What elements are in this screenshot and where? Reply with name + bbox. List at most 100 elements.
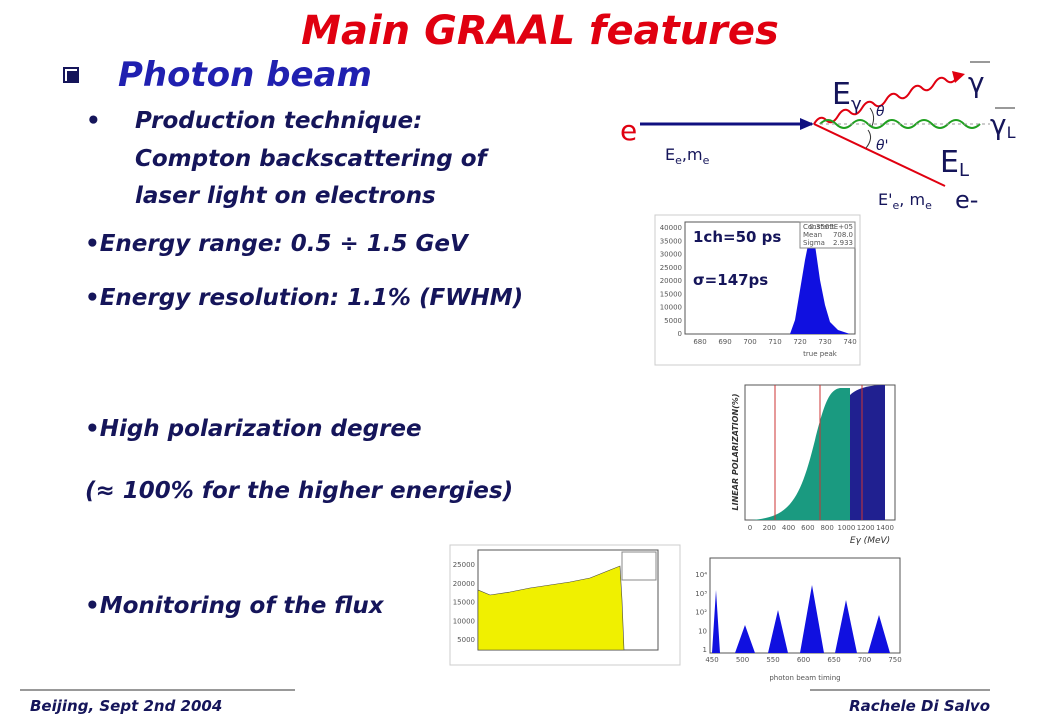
diagram-label: θ' xyxy=(876,138,888,154)
arrow xyxy=(800,118,814,130)
stats-name: Constant xyxy=(803,223,835,231)
label-part: L xyxy=(959,160,969,181)
y-tick-label: 25000 xyxy=(453,561,475,569)
y-tick-label: 15000 xyxy=(453,599,475,607)
label-part: , m xyxy=(899,190,925,209)
diagram-label: θ xyxy=(876,104,885,120)
x-tick-label: 750 xyxy=(888,656,901,664)
stats-box xyxy=(799,221,856,249)
diagram-label: E'e, me xyxy=(878,190,932,212)
x-tick-label: 690 xyxy=(718,338,731,346)
x-tick-label: 720 xyxy=(793,338,806,346)
label-part: E' xyxy=(878,190,893,209)
y-tick-label: 1 xyxy=(703,646,707,654)
timing-peaks xyxy=(712,585,890,653)
polarization-area xyxy=(850,385,885,520)
x-tick-label: 1000 xyxy=(838,524,856,532)
bullet-text: Compton backscattering of xyxy=(135,146,490,172)
compton-diagram: e Ee,me Eγ γ γL EL E'e, me e- θ θ' xyxy=(620,61,1016,214)
y-tick-label: 20000 xyxy=(660,277,682,285)
title: Main GRAAL features xyxy=(301,8,779,54)
label-part: E xyxy=(832,77,851,112)
label-part: γ xyxy=(990,108,1007,141)
x-tick-label: 600 xyxy=(797,656,810,664)
y-tick-label: 35000 xyxy=(660,237,682,245)
label-part: E xyxy=(665,145,675,164)
y-tick-label: 10⁴ xyxy=(695,571,707,579)
bullet-text: laser light on electrons xyxy=(135,183,436,209)
x-tick-label: 730 xyxy=(818,338,831,346)
y-tick-label: 10000 xyxy=(453,617,475,625)
angle-arc xyxy=(865,129,872,149)
x-tick-label: 740 xyxy=(843,338,856,346)
timing-panel: 10⁴ 10³ 10² 10 1 450 500 550 600 650 700 750 photon … xyxy=(695,557,902,682)
x-tick-label: 450 xyxy=(705,656,718,664)
stats-name: Mean xyxy=(803,231,822,239)
bullet-text: Production technique: xyxy=(135,108,422,134)
stats-value: 708.0 xyxy=(833,231,853,239)
x-tick-label: 1400 xyxy=(876,524,894,532)
y-tick-label: 25000 xyxy=(660,264,682,272)
x-tick-label: 600 xyxy=(801,524,814,532)
label-part: e xyxy=(893,199,900,212)
stats-value: 2.933 xyxy=(833,239,853,247)
x-tick-label: 0 xyxy=(748,524,752,532)
stats-name: Sigma xyxy=(803,239,825,247)
bullet-text: •High polarization degree xyxy=(85,416,422,442)
diagram-label: Eγ xyxy=(832,77,862,115)
polarization-panel: LINEAR POLARIZATION(%) Eγ (MeV) 0 200 400 6… xyxy=(731,384,896,546)
bullet-text: •Energy range: 0.5 ÷ 1.5 GeV xyxy=(85,231,470,257)
diagram-label: EL xyxy=(940,145,969,181)
diagram-label: γ xyxy=(968,66,985,99)
x-tick-label: 700 xyxy=(858,656,871,664)
label-part: e xyxy=(675,154,682,167)
section-title: Photon beam xyxy=(118,55,372,95)
legend-box xyxy=(621,551,657,581)
diagram-label: Ee,me xyxy=(665,145,710,167)
flux-panel: 25000 20000 15000 10000 5000 xyxy=(449,544,681,666)
diagram-label: γL xyxy=(990,108,1016,142)
label-part: e xyxy=(925,199,932,212)
diagram-label: e xyxy=(620,114,637,147)
x-tick-label: 650 xyxy=(827,656,840,664)
y-tick-label: 10³ xyxy=(695,590,707,598)
y-tick-label: 5000 xyxy=(457,636,475,644)
bullet-dot: • xyxy=(86,108,101,134)
x-tick-label: 200 xyxy=(763,524,776,532)
angle-arc xyxy=(869,107,875,127)
axis-label: LINEAR POLARIZATION(%) xyxy=(731,394,740,511)
y-tick-label: 40000 xyxy=(660,224,682,232)
bullet-text: •Monitoring of the flux xyxy=(85,593,385,619)
y-tick-label: 0 xyxy=(678,330,682,338)
polarization-area xyxy=(745,388,850,520)
y-tick-label: 5000 xyxy=(664,317,682,325)
label-part: L xyxy=(1007,123,1016,142)
annotation: σ=147ps xyxy=(693,271,768,289)
label-part: γ xyxy=(851,94,862,115)
bullet-text: •Energy resolution: 1.1% (FWHM) xyxy=(85,285,523,311)
label-part: e xyxy=(703,154,710,167)
bullet-text: (≈ 100% for the higher energies) xyxy=(85,478,513,504)
y-tick-label: 10² xyxy=(695,609,707,617)
axis-label: photon beam timing xyxy=(769,674,840,682)
x-tick-label: 680 xyxy=(693,338,706,346)
x-tick-label: 700 xyxy=(743,338,756,346)
checkbox-shadow xyxy=(67,71,78,82)
axis-label: Eγ (MeV) xyxy=(850,536,890,546)
x-tick-label: 550 xyxy=(766,656,779,664)
y-tick-label: 10000 xyxy=(660,304,682,312)
x-tick-label: 500 xyxy=(736,656,749,664)
y-tick-label: 30000 xyxy=(660,251,682,259)
y-tick-label: 20000 xyxy=(453,580,475,588)
histogram-panel: 1ch=50 ps σ=147ps 40000 35000 30000 25000 20… xyxy=(654,214,861,366)
annotation: 1ch=50 ps xyxy=(693,228,781,246)
plot-frame xyxy=(684,221,856,335)
arrow xyxy=(952,71,965,83)
y-tick-label: 15000 xyxy=(660,290,682,298)
label-part: ,m xyxy=(682,145,703,164)
label-part: E xyxy=(940,145,959,180)
flux-area xyxy=(477,565,625,651)
footer-text: Beijing, Sept 2nd 2004 xyxy=(30,697,222,715)
x-tick-label: 400 xyxy=(782,524,795,532)
